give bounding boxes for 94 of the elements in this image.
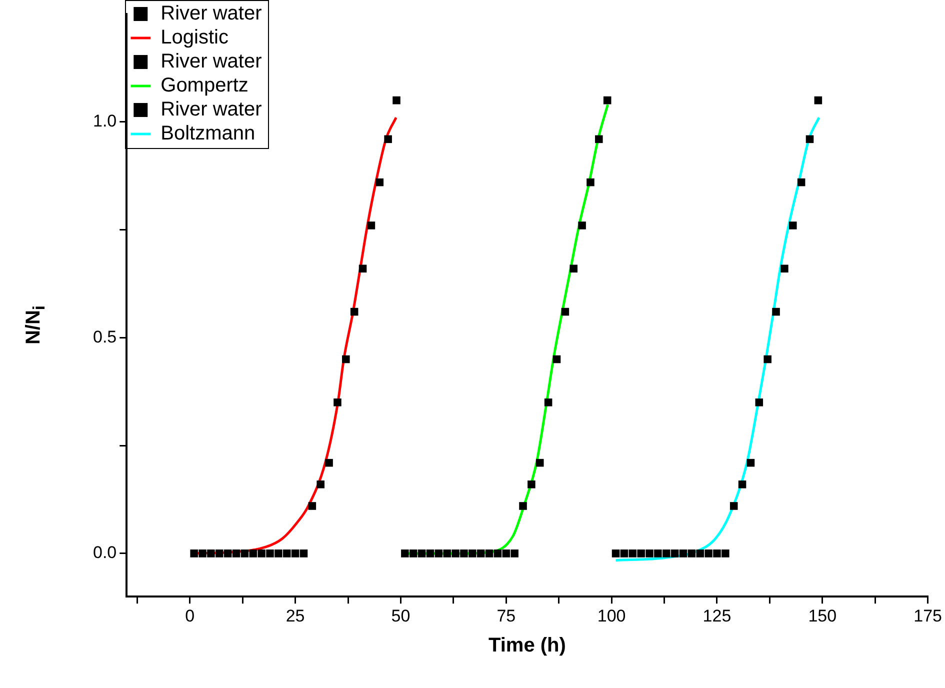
point — [519, 502, 527, 510]
point — [688, 550, 696, 558]
point — [291, 550, 300, 558]
point — [258, 550, 266, 558]
point — [552, 355, 561, 364]
point — [342, 355, 350, 364]
point — [249, 550, 258, 558]
point — [367, 222, 376, 230]
point — [637, 550, 645, 558]
point — [392, 96, 400, 104]
point — [654, 550, 662, 558]
point — [696, 550, 704, 558]
x-tick-label: 50 — [391, 606, 410, 626]
point — [316, 480, 324, 488]
point — [401, 550, 409, 558]
point — [772, 308, 780, 316]
point — [460, 550, 468, 558]
point — [755, 398, 764, 406]
x-tick-label: 0 — [185, 606, 195, 626]
point — [662, 550, 670, 558]
point — [282, 550, 291, 558]
point — [426, 550, 434, 558]
point — [334, 398, 342, 406]
point — [409, 550, 418, 558]
point — [612, 550, 620, 558]
x-tick-label: 150 — [808, 606, 837, 626]
legend-label: Boltzmann — [160, 122, 256, 145]
point — [797, 178, 806, 186]
point — [510, 550, 518, 558]
x-tick-label: 125 — [702, 606, 732, 626]
point — [494, 550, 502, 558]
point — [376, 178, 384, 186]
x-tick-label: 75 — [496, 606, 516, 626]
point — [207, 550, 215, 558]
legend-label: Logistic — [160, 26, 228, 49]
point — [620, 550, 628, 558]
line-series — [614, 116, 820, 562]
point — [300, 550, 308, 558]
legend-label: River water — [160, 2, 262, 25]
point — [544, 398, 552, 406]
point — [274, 550, 282, 558]
point — [325, 458, 333, 467]
point — [679, 550, 688, 558]
point — [738, 480, 746, 488]
point — [670, 550, 679, 558]
point — [646, 550, 654, 558]
point — [561, 308, 570, 316]
point — [198, 550, 206, 558]
point — [468, 550, 476, 558]
point — [266, 550, 274, 558]
legend-label: River water — [160, 98, 262, 121]
point — [578, 222, 586, 230]
point — [485, 550, 494, 558]
x-tick-label: 25 — [286, 606, 305, 626]
point — [418, 550, 426, 558]
point — [570, 264, 578, 273]
x-tick-label: 175 — [914, 606, 942, 626]
point — [814, 96, 822, 104]
point — [232, 550, 240, 558]
x-axis-title: Time (h) — [488, 634, 566, 657]
point — [452, 550, 460, 558]
point — [384, 135, 392, 144]
point — [713, 550, 721, 558]
point — [780, 264, 788, 273]
point — [528, 480, 536, 488]
point — [722, 550, 730, 558]
point — [764, 355, 772, 364]
point — [595, 135, 603, 144]
point — [240, 550, 249, 558]
point — [350, 308, 358, 316]
point — [308, 502, 316, 510]
point — [628, 550, 637, 558]
x-tick-label: 100 — [597, 606, 626, 626]
y-tick-label: 0.0 — [92, 543, 117, 562]
point — [443, 550, 451, 558]
point — [190, 550, 198, 558]
point — [358, 264, 367, 273]
point — [704, 550, 712, 558]
point — [788, 222, 797, 230]
y-tick-label: 1.0 — [92, 112, 117, 131]
point — [586, 178, 594, 186]
point — [434, 550, 443, 558]
point — [476, 550, 485, 558]
legend-label: River water — [160, 50, 262, 73]
legend-label: Gompertz — [160, 74, 248, 97]
point — [806, 135, 814, 144]
point — [746, 458, 755, 467]
point — [224, 550, 232, 558]
point — [603, 96, 612, 104]
point — [536, 458, 544, 467]
point — [730, 502, 738, 510]
point — [502, 550, 510, 558]
point — [216, 550, 224, 558]
y-tick-label: 0.5 — [92, 327, 117, 346]
